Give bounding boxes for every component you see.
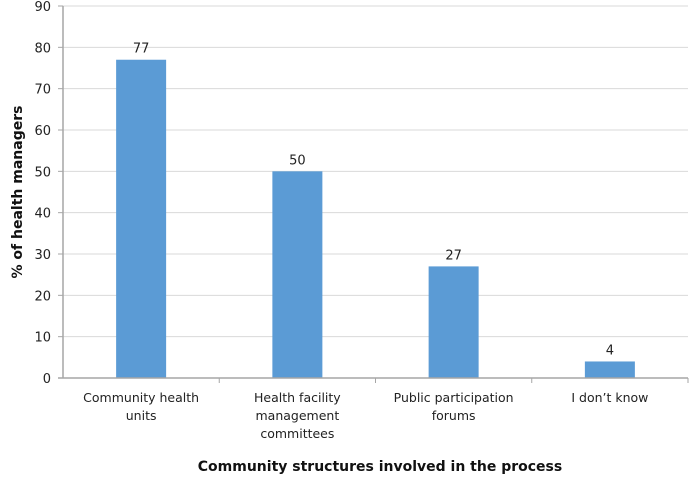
bar [116, 59, 167, 378]
y-tick-label: 30 [34, 248, 51, 263]
y-tick-label: 80 [34, 41, 51, 56]
data-label: 50 [289, 153, 306, 168]
y-tick-label: 50 [34, 165, 51, 180]
data-label: 4 [606, 343, 614, 358]
y-tick-label: 40 [34, 207, 51, 222]
data-label: 27 [445, 248, 462, 263]
y-tick-label: 20 [34, 289, 51, 304]
bar [584, 361, 635, 378]
bar [272, 171, 323, 378]
y-tick-label: 10 [34, 331, 51, 346]
bars [116, 59, 635, 378]
category-label: I don’t know [571, 390, 648, 405]
data-label: 77 [133, 42, 150, 57]
category-label: units [126, 408, 157, 423]
labels: 0 10 20 30 40 50 60 70 80 90 77 Community health uni… [34, 0, 648, 441]
y-tick-label: 90 [34, 0, 51, 15]
axes [58, 5, 689, 383]
category-label: committees [260, 426, 334, 441]
category-label: Community health [83, 390, 199, 405]
gridlines [63, 5, 688, 338]
category-label: Public participation [394, 390, 514, 405]
category-label: Health facility [254, 390, 341, 405]
y-tick-label: 0 [43, 372, 51, 387]
category-label: management [256, 408, 340, 423]
y-tick-label: 60 [34, 124, 51, 139]
y-tick-label: 70 [34, 83, 51, 98]
category-label: forums [432, 408, 476, 423]
x-axis-title: Community structures involved in the pro… [198, 459, 562, 475]
y-axis-title: % of health managers [10, 106, 26, 279]
bar [428, 266, 479, 378]
